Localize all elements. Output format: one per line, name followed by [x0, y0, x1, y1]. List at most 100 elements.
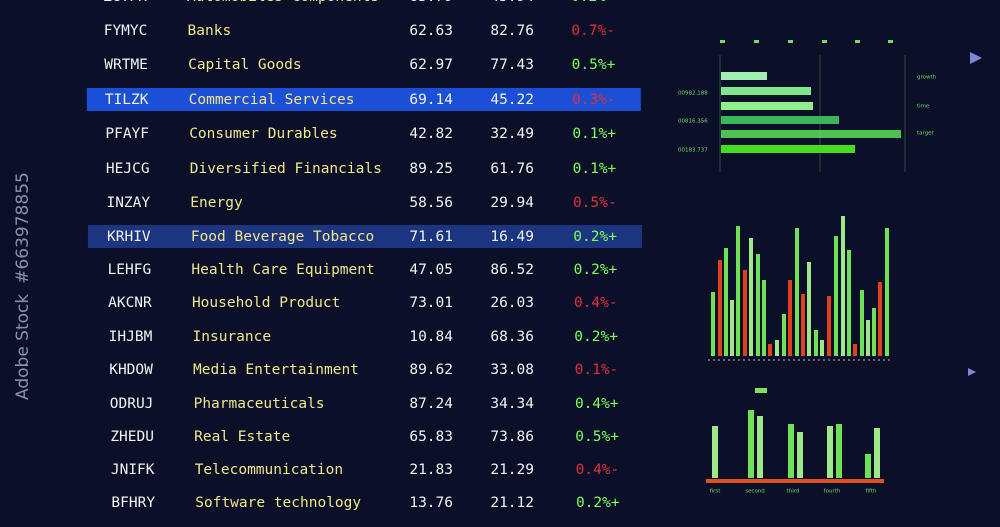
bar — [847, 250, 851, 356]
change: 0.1%+ — [572, 126, 616, 142]
watermark: Adobe Stock #663978855 — [13, 172, 33, 400]
sector: Pharmaceuticals — [194, 396, 325, 412]
watermark-id: #663978855 — [13, 172, 33, 284]
sector: Automobiles Components — [187, 0, 379, 5]
dot — [888, 40, 893, 43]
change: 0.2%+ — [576, 495, 620, 511]
value-a: 89.25 — [409, 161, 453, 177]
value-b: 86.52 — [490, 262, 534, 278]
mid-chart — [708, 216, 892, 361]
bar — [721, 87, 811, 95]
ticker: IHJBM — [109, 329, 153, 345]
bar — [730, 300, 734, 356]
watermark-brand: Adobe Stock — [13, 294, 33, 400]
bar — [721, 145, 855, 153]
bar — [721, 72, 767, 80]
ticker: KHDOW — [109, 362, 153, 378]
arrow — [970, 52, 982, 64]
ticker: AKCNR — [108, 295, 152, 311]
bar — [788, 424, 794, 478]
bar — [860, 290, 864, 356]
change: 0.3%- — [572, 92, 616, 108]
bar — [721, 116, 839, 124]
sector: Capital Goods — [188, 57, 302, 73]
ticker: FYMYC — [104, 23, 148, 39]
bar — [748, 410, 754, 478]
value-a: 10.84 — [409, 329, 453, 345]
value-b: 21.29 — [490, 462, 534, 478]
ticker: ZHEDU — [110, 429, 154, 445]
value-a: 87.24 — [409, 396, 453, 412]
step-label: fourth — [824, 489, 841, 495]
arrow — [968, 368, 976, 376]
value-b: 77.43 — [490, 57, 534, 73]
bar — [775, 340, 779, 356]
change: 0.2%+ — [571, 0, 615, 5]
value-a: 13.76 — [409, 495, 453, 511]
step-label: second — [745, 489, 765, 495]
bar — [872, 308, 876, 356]
value-a: 42.82 — [409, 126, 453, 142]
bar — [807, 262, 811, 356]
bar — [801, 294, 805, 356]
sector: Banks — [188, 23, 232, 39]
value-a: 63.79 — [409, 0, 453, 5]
bar — [724, 248, 728, 356]
ticker: LEHFG — [108, 262, 152, 278]
bar — [885, 228, 889, 356]
ticker: KRHIV — [107, 229, 151, 245]
bar — [762, 280, 766, 356]
bar — [841, 216, 845, 356]
sector: Insurance — [193, 329, 272, 345]
bar — [712, 426, 718, 478]
bar — [820, 340, 824, 356]
change: 0.1%+ — [573, 161, 617, 177]
bar — [795, 228, 799, 356]
bar — [853, 344, 857, 356]
bar — [874, 428, 880, 478]
change: 0.4%- — [574, 295, 618, 311]
sector: Household Product — [192, 295, 340, 311]
ticker: TILZK — [105, 92, 149, 108]
change: 0.1%- — [575, 362, 619, 378]
step-label: fifth — [866, 489, 877, 495]
dot — [720, 40, 725, 43]
sector: Health Care Equipment — [191, 262, 374, 278]
bar — [721, 102, 813, 110]
sector: Energy — [190, 195, 243, 211]
bar — [782, 314, 786, 356]
bar — [756, 254, 760, 356]
value-b: 82.76 — [490, 23, 534, 39]
value-a: 62.63 — [409, 23, 453, 39]
ticker: HEJCG — [106, 161, 150, 177]
value-a: 89.62 — [409, 362, 453, 378]
value-b: 26.03 — [490, 295, 534, 311]
baseline — [706, 479, 884, 483]
bar — [743, 270, 747, 356]
ticker: ODRUJ — [110, 396, 154, 412]
bottom-chart — [706, 388, 884, 483]
level-label: 00816.356 — [678, 119, 708, 125]
bar — [836, 424, 842, 478]
row-highlight — [87, 225, 642, 248]
table: ZGTPK Automobiles Components 63.79 45.94 0.2… — [86, 0, 642, 511]
dot — [788, 40, 793, 43]
bar — [736, 226, 740, 356]
value-b: 34.34 — [490, 396, 534, 412]
sector: Software technology — [195, 495, 361, 511]
value-b: 68.36 — [490, 329, 534, 345]
sector: Consumer Durables — [189, 126, 337, 142]
level-label: 00982.188 — [678, 91, 708, 97]
row-highlight — [86, 88, 641, 111]
tag-label: growth — [917, 75, 937, 81]
bar — [865, 454, 871, 478]
bar — [814, 330, 818, 356]
top-chart — [719, 40, 982, 376]
change: 0.7%- — [571, 23, 615, 39]
change: 0.4%- — [576, 462, 620, 478]
ticker: BFHRY — [111, 495, 155, 511]
tag-label: target — [917, 131, 935, 137]
